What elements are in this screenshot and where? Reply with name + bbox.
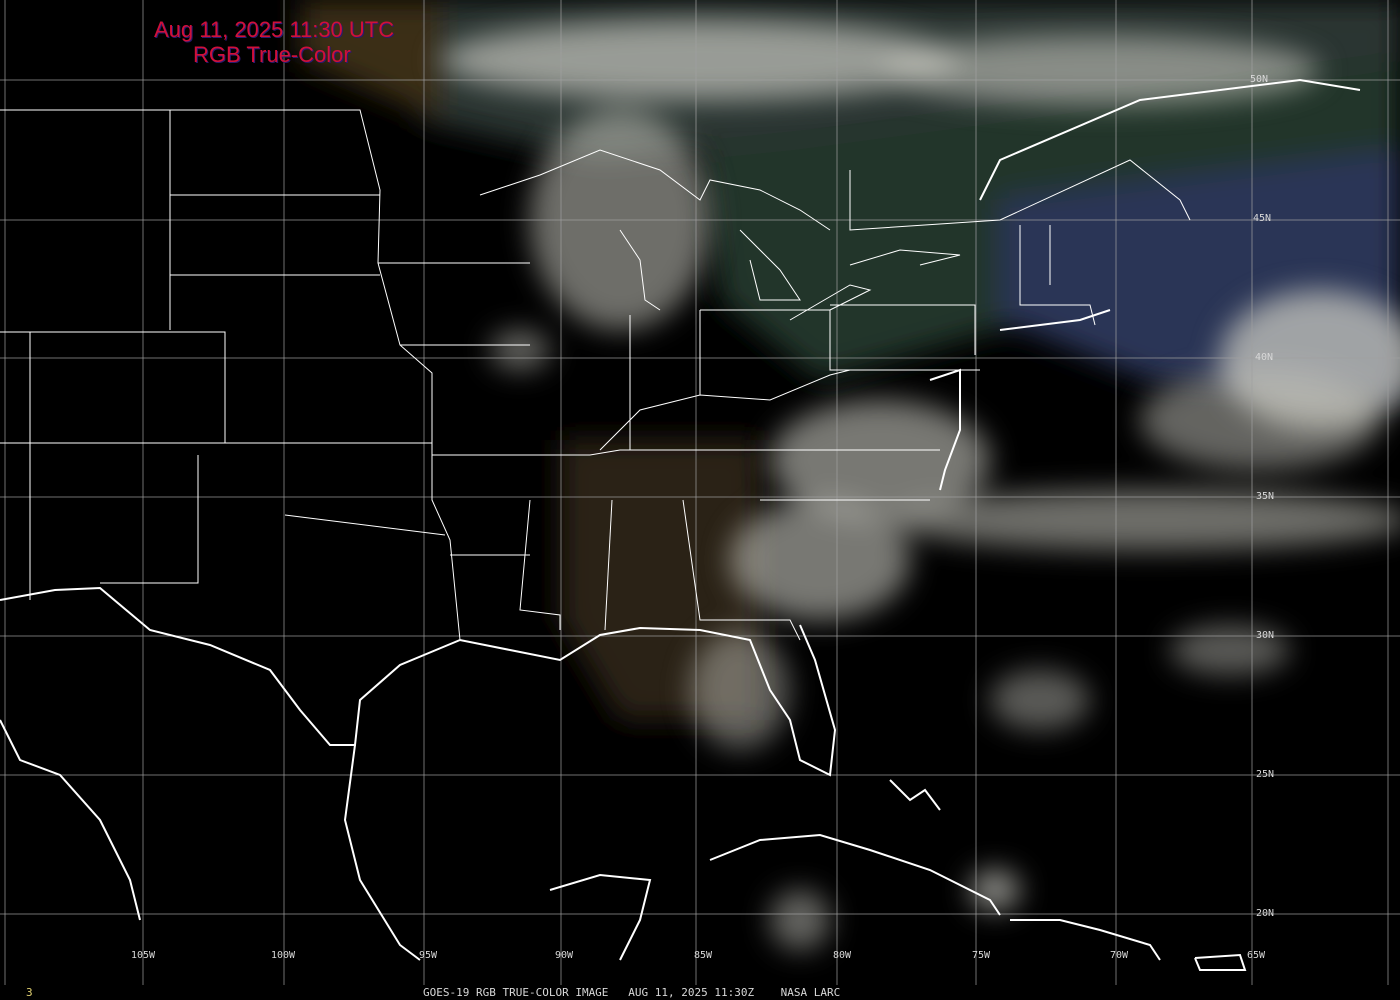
longitude-gridlines	[4, 0, 1389, 985]
footer-bar	[0, 985, 1400, 1000]
lat-label-30n: 30N	[1256, 630, 1275, 641]
image-caption: GOES-19 RGB TRUE-COLOR IMAGE AUG 11, 202…	[423, 986, 841, 999]
lon-label-90w: 90W	[555, 950, 574, 961]
lon-label-105w: 105W	[131, 950, 156, 961]
lat-label-40n: 40N	[1255, 352, 1274, 363]
lon-label-70w: 70W	[1110, 950, 1129, 961]
lon-label-95w: 95W	[419, 950, 438, 961]
lat-label-20n: 20N	[1256, 908, 1275, 919]
lat-label-35n: 35N	[1256, 491, 1275, 502]
lat-label-45n: 45N	[1253, 213, 1272, 224]
lon-label-80w: 80W	[833, 950, 852, 961]
datetime-title: Aug 11, 2025 11:30 UTC	[154, 17, 395, 42]
coastlines	[0, 78, 1361, 971]
lon-label-100w: 100W	[271, 950, 296, 961]
lon-label-75w: 75W	[972, 950, 991, 961]
state-borders	[0, 109, 1191, 641]
product-title: RGB True-Color	[193, 42, 351, 67]
lon-label-65w: 65W	[1247, 950, 1266, 961]
lat-label-50n: 50N	[1250, 74, 1269, 85]
frame-number: 3	[26, 986, 33, 999]
lon-label-85w: 85W	[694, 950, 713, 961]
lat-label-25n: 25N	[1256, 769, 1275, 780]
great-lakes	[479, 149, 961, 321]
